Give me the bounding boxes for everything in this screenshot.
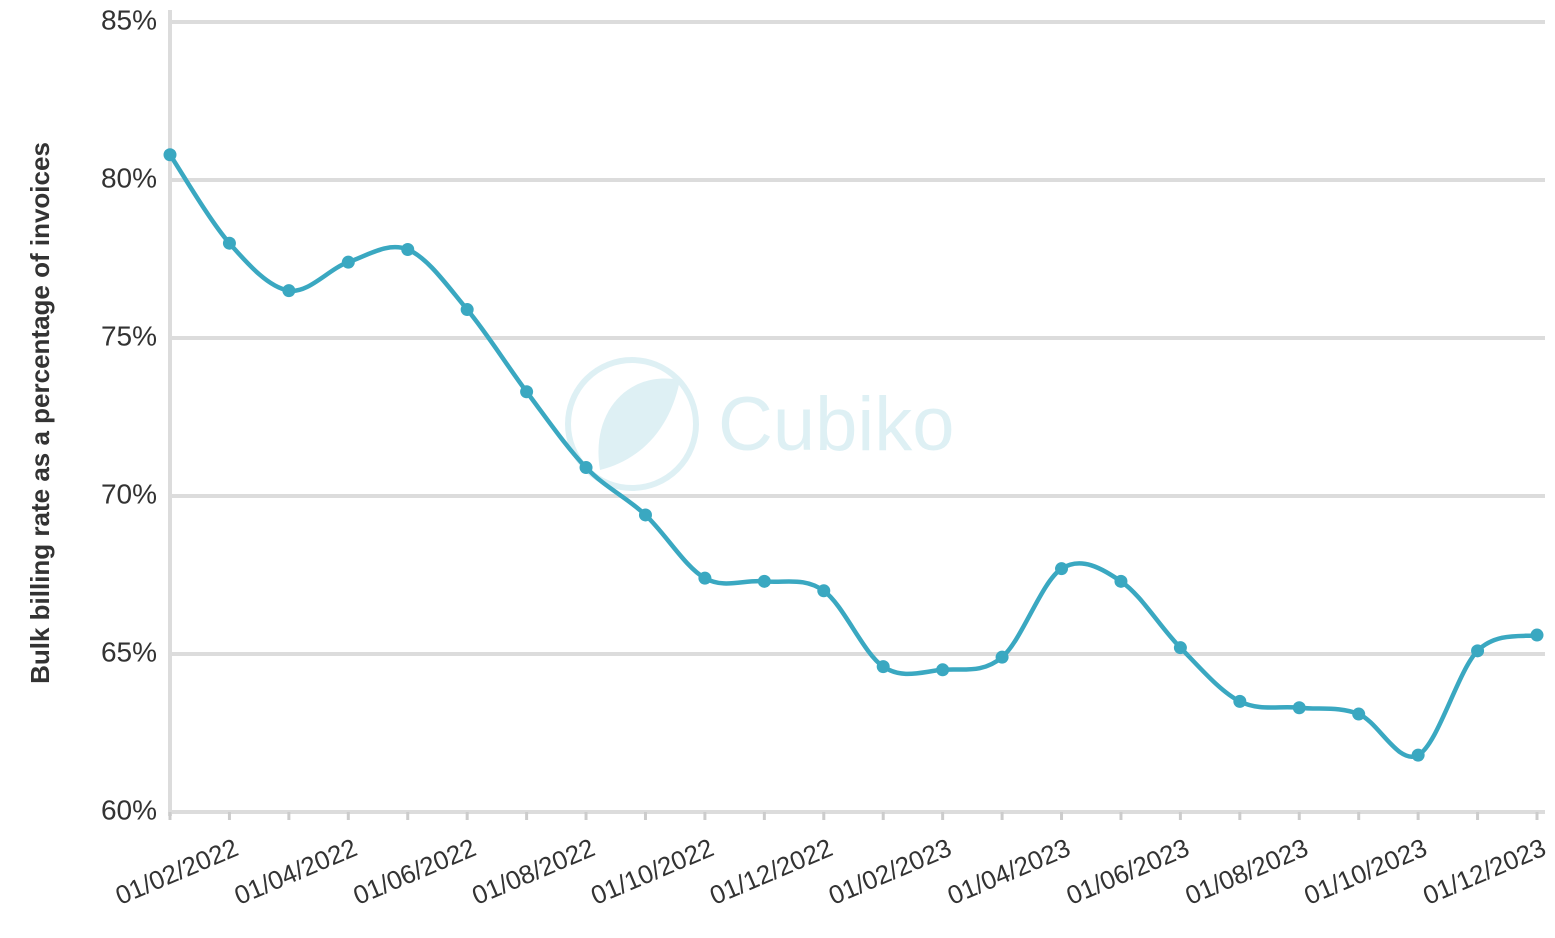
point (1411, 748, 1425, 762)
x-tick-label: 01/06/2022 (349, 832, 481, 910)
x-tick-label: 01/04/2022 (230, 832, 362, 910)
point (817, 584, 831, 598)
point (936, 663, 950, 677)
point (1233, 694, 1247, 708)
x-tick-label: 01/02/2022 (111, 832, 243, 910)
point (401, 243, 415, 257)
x-tick-label: 01/02/2023 (824, 832, 956, 910)
x-tick-label: 01/08/2023 (1181, 832, 1313, 910)
point (876, 660, 890, 674)
x-tick-label: 01/04/2023 (943, 832, 1075, 910)
point (1173, 641, 1187, 655)
point (1530, 628, 1544, 642)
point (698, 571, 712, 585)
y-tick-label: 75% (101, 320, 157, 351)
x-tick-label: 01/12/2022 (705, 832, 837, 910)
point (638, 508, 652, 522)
y-tick-label: 85% (101, 4, 157, 35)
x-tick-label: 01/08/2022 (468, 832, 600, 910)
y-axis-label: Bulk billing rate as a percentage of inv… (25, 142, 55, 684)
point (757, 574, 771, 588)
point (341, 255, 355, 269)
point (460, 303, 474, 317)
point (282, 284, 296, 298)
y-tick-label: 70% (101, 478, 157, 509)
x-tick-label: 01/12/2023 (1419, 832, 1551, 910)
point (1471, 644, 1485, 658)
x-tick-label: 01/10/2022 (586, 832, 718, 910)
y-tick-label: 80% (101, 162, 157, 193)
point (163, 148, 177, 162)
y-tick-label: 65% (101, 636, 157, 667)
point (1114, 574, 1128, 588)
point (1352, 707, 1366, 721)
point (1055, 562, 1069, 576)
watermark: Cubiko (565, 357, 955, 491)
x-tick-label: 01/06/2023 (1062, 832, 1194, 910)
y-tick-label: 60% (101, 794, 157, 825)
watermark-text: Cubiko (718, 382, 955, 467)
point (579, 461, 593, 475)
point (995, 650, 1009, 664)
x-tick-label: 01/10/2023 (1300, 832, 1432, 910)
point (222, 236, 236, 250)
point (520, 385, 534, 399)
point (1292, 701, 1306, 715)
